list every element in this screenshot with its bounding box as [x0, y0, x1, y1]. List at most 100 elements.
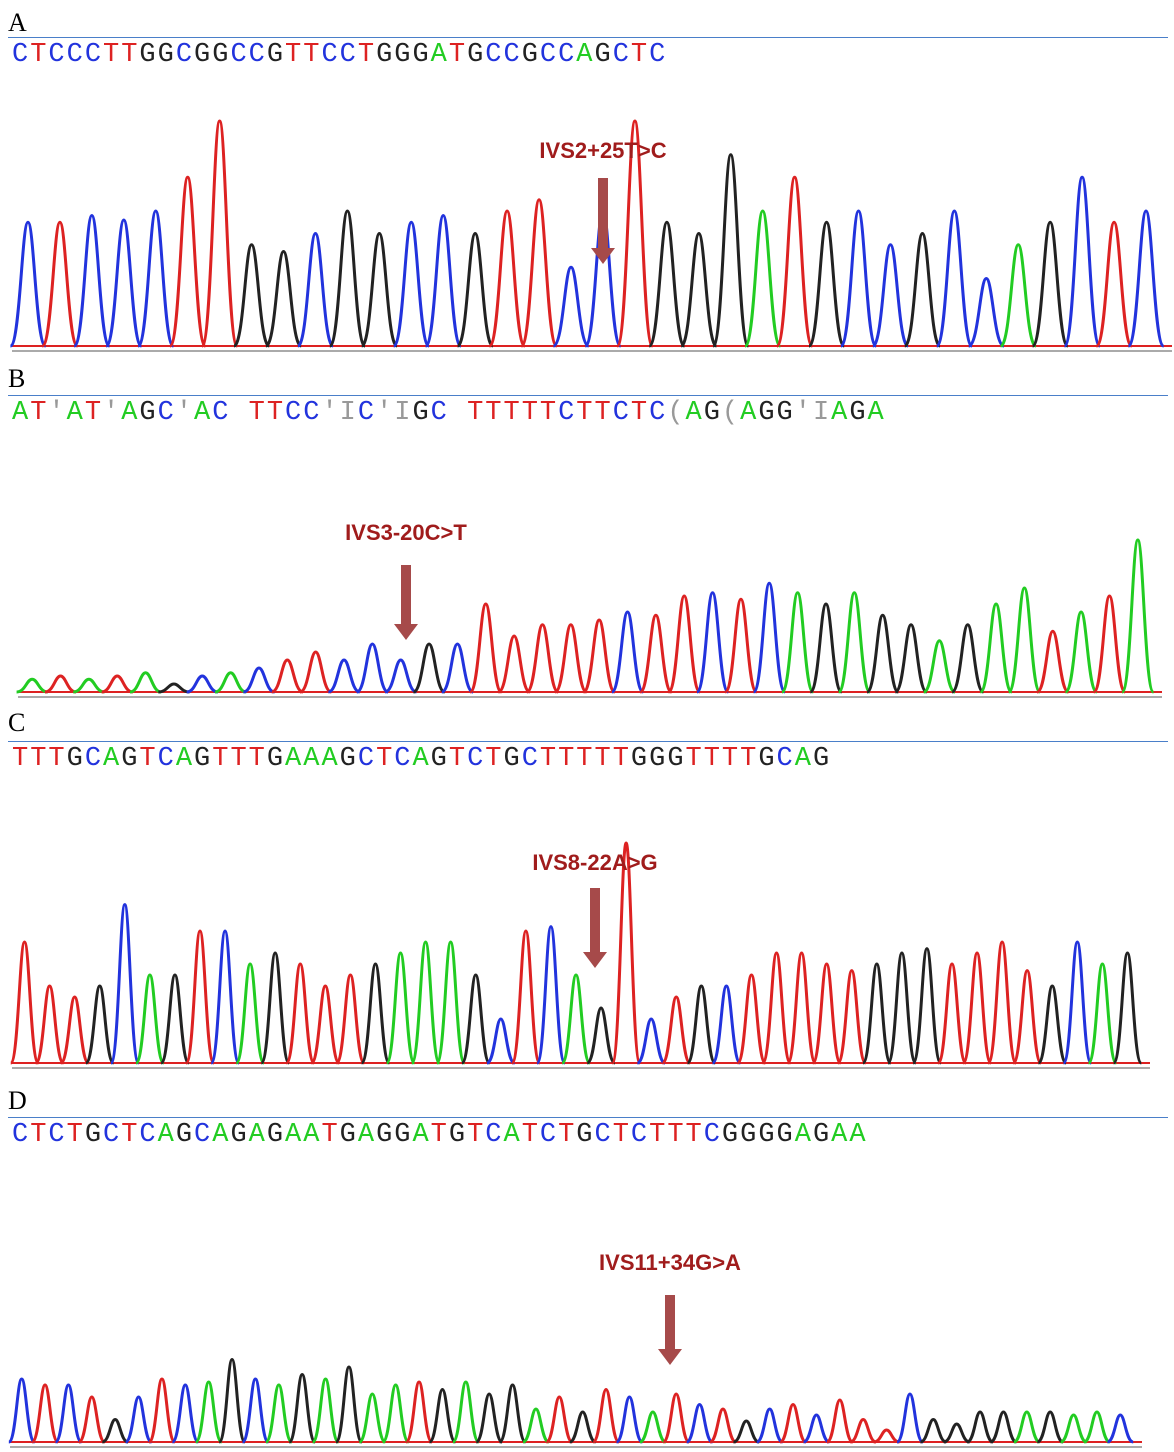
chromatogram-peak: [328, 209, 367, 348]
base-letter: C: [175, 40, 195, 70]
mutation-arrow-icon: [658, 1295, 682, 1365]
chromatogram-peak: [435, 940, 466, 1065]
base-letter: T: [30, 398, 49, 428]
base-letter: C: [703, 1120, 722, 1150]
base-letter: A: [503, 1120, 522, 1150]
chromatogram-peak: [44, 674, 77, 694]
chromatogram-peak: [723, 597, 758, 694]
base-letter: C: [521, 744, 540, 774]
mutation-label: IVS2+25T>C: [539, 138, 666, 163]
base-letter: G: [139, 40, 158, 70]
chromatogram-peak: [861, 962, 893, 1065]
base-letter: G: [266, 40, 286, 70]
base-letter: C: [430, 398, 449, 428]
mutation-label: IVS8-22A>G: [532, 850, 657, 875]
base-letter: G: [448, 1120, 468, 1150]
chromatogram-peak: [802, 1413, 830, 1444]
sequence-rule-a: [8, 37, 1168, 38]
base-letter: G: [84, 1120, 104, 1150]
base-letter: ': [794, 398, 813, 428]
base-letter: C: [48, 1120, 67, 1150]
base-letter: I: [394, 398, 413, 428]
base-letter: A: [103, 744, 122, 774]
chromatogram-peak: [1106, 1413, 1134, 1444]
mutation-arrow-icon: [583, 888, 607, 968]
chromatogram-peak: [440, 642, 474, 694]
base-letter: G: [376, 40, 395, 70]
chromatogram-peak: [551, 265, 591, 348]
base-letter: T: [649, 1120, 668, 1150]
chromatogram-peak: [1037, 984, 1068, 1065]
base-letter: T: [703, 744, 722, 774]
base-letter: G: [266, 1120, 286, 1150]
base-letter: T: [448, 744, 468, 774]
base-letter: T: [558, 1120, 577, 1150]
chromatogram-peak: [241, 1377, 270, 1444]
base-letter: ': [48, 398, 67, 428]
base-letter: A: [175, 744, 195, 774]
chromatogram-peak: [424, 213, 463, 348]
base-letter: T: [576, 744, 595, 774]
base-letter: T: [230, 744, 249, 774]
chromatogram-peak: [335, 973, 366, 1065]
base-letter: C: [66, 40, 85, 70]
base-letter: A: [430, 40, 449, 70]
base-letter: C: [649, 40, 668, 70]
base-letter: G: [758, 1120, 777, 1150]
chromatogram-peak: [610, 841, 642, 1065]
base-letter: C: [558, 398, 577, 428]
chromatogram-peak: [591, 1387, 621, 1444]
base-letter: G: [667, 744, 686, 774]
chromatogram-peak: [271, 658, 304, 694]
base-letter: C: [285, 398, 304, 428]
base-letter: G: [812, 744, 832, 774]
chromatogram-peak: [8, 220, 48, 348]
base-letter: G: [503, 744, 522, 774]
base-letter: C: [84, 744, 104, 774]
base-letter: A: [212, 1120, 231, 1150]
chromatogram-peak: [217, 1357, 247, 1444]
base-letter: G: [758, 398, 777, 428]
chromatogram-peak: [451, 1380, 481, 1444]
base-letter: T: [357, 40, 377, 70]
base-letter: T: [212, 744, 231, 774]
chromatogram-peak: [636, 1017, 666, 1065]
base-letter: C: [303, 398, 322, 428]
base-letter: G: [721, 1120, 741, 1150]
chromatogram-peak: [667, 594, 702, 694]
base-letter: T: [539, 398, 559, 428]
chromatogram-peak: [786, 951, 817, 1065]
base-letter: T: [321, 1120, 340, 1150]
chromatogram-peak: [1095, 220, 1134, 348]
base-letter: G: [394, 1120, 413, 1150]
base-letter: T: [503, 398, 522, 428]
base-letter: G: [175, 1120, 195, 1150]
base-letter: G: [212, 40, 231, 70]
base-letter: T: [521, 1120, 540, 1150]
base-letter: A: [194, 398, 213, 428]
chromatogram-peak: [7, 1377, 37, 1444]
chromatogram-peak: [184, 929, 216, 1065]
chromatogram-peak: [585, 1006, 617, 1065]
base-letter: G: [576, 1120, 595, 1150]
chromatogram-peak: [129, 671, 162, 694]
chromatogram-peak: [919, 1417, 947, 1444]
base-letter: G: [412, 40, 431, 70]
base-letter: T: [376, 744, 395, 774]
chromatogram-peak: [610, 610, 645, 694]
chromatogram-peak: [285, 962, 316, 1065]
chromatogram-peak: [1036, 1410, 1064, 1444]
chromatogram-peak: [756, 1407, 784, 1444]
chromatogram-peak: [474, 1392, 504, 1444]
chromatogram-peak: [1035, 629, 1070, 694]
base-letter: C: [612, 40, 631, 70]
chromatogram-peak: [1031, 220, 1070, 348]
chromatogram-peak: [871, 243, 910, 348]
chromatogram-peak: [16, 677, 49, 694]
base-letter: C: [394, 744, 413, 774]
chromatogram-peak: [1011, 969, 1043, 1065]
mutation-arrow-icon: [591, 178, 615, 264]
base-letter: C: [157, 744, 176, 774]
base-letter: T: [430, 1120, 449, 1150]
base-letter: A: [831, 1120, 850, 1150]
